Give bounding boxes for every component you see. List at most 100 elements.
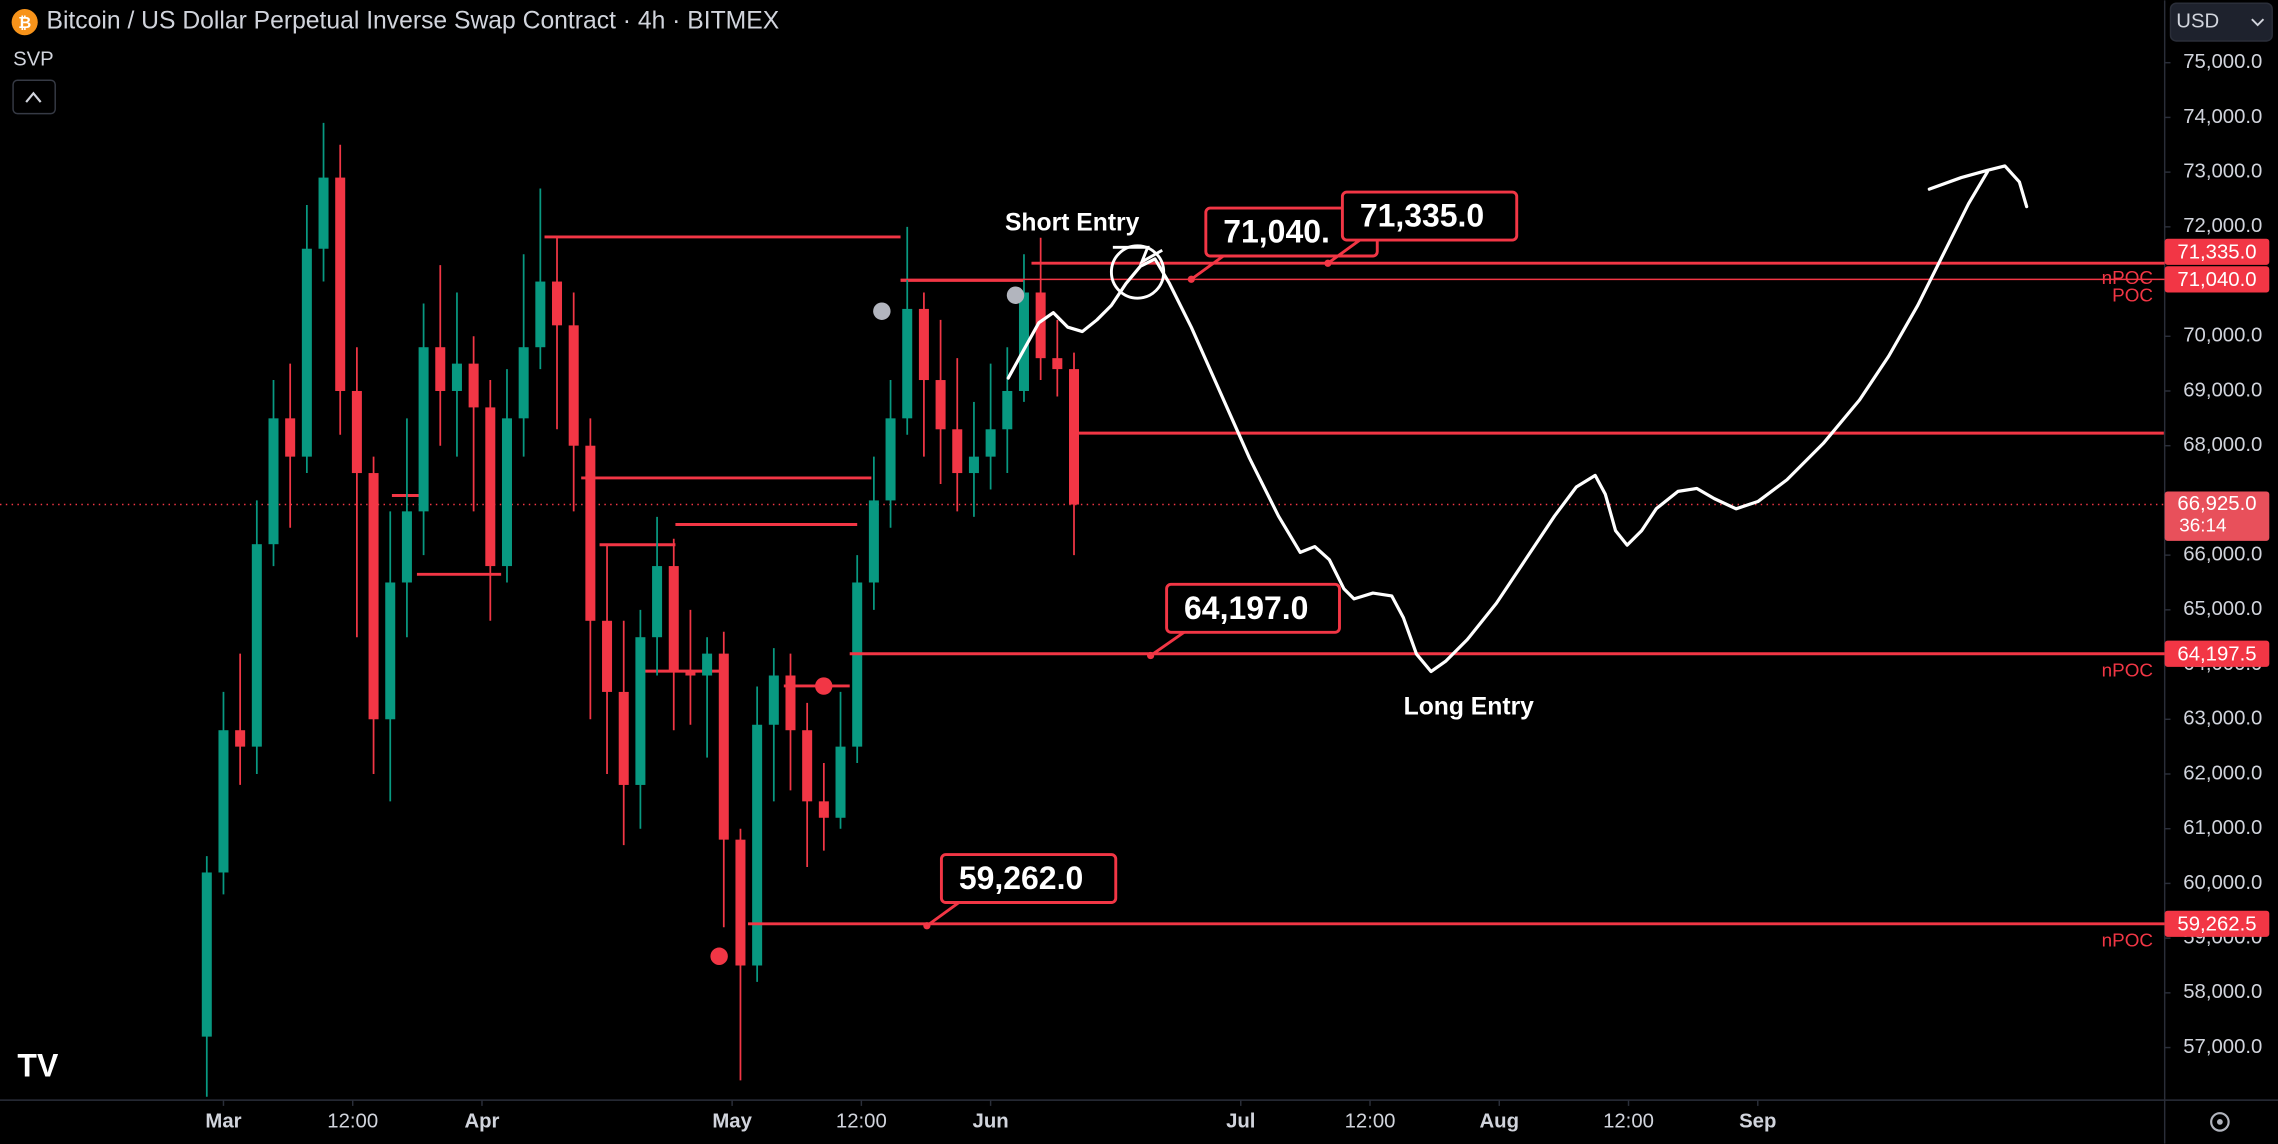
- plot-area: 57,000.058,000.059,000.060,000.061,000.0…: [0, 51, 2262, 1132]
- candle-body: [201, 872, 212, 1037]
- candle-body: [501, 418, 512, 567]
- countdown-label: 36:14: [2179, 515, 2226, 536]
- y-tick-label: 69,000.0: [2183, 379, 2262, 401]
- y-tick-label: 68,000.0: [2183, 434, 2262, 456]
- candle-body: [251, 544, 262, 747]
- currency-label: USD: [2176, 10, 2219, 32]
- candle-body: [868, 500, 879, 583]
- drawings: [1006, 164, 2029, 674]
- candle-body: [1002, 390, 1013, 430]
- candle-body: [952, 429, 963, 474]
- candle-body: [268, 418, 279, 545]
- callout-anchor: [1187, 275, 1195, 283]
- candle-body: [602, 620, 613, 692]
- candle-body: [985, 429, 996, 457]
- candle-body: [885, 418, 896, 501]
- bitcoin-icon-glyph: ₿: [18, 14, 31, 32]
- callout-anchor: [1146, 651, 1155, 660]
- y-tick-label: 60,000.0: [2183, 872, 2262, 894]
- callout-label: 71,040.: [1223, 214, 1330, 250]
- alert-icon[interactable]: [815, 677, 833, 695]
- candle-body: [1068, 369, 1080, 505]
- candle-body: [1052, 358, 1063, 370]
- y-tick-label: 58,000.0: [2183, 981, 2262, 1003]
- candle-body: [451, 363, 462, 391]
- overlay: 71,335.0 71,040.0 64,197.5 59,262.5 66,925.0…: [923, 190, 2270, 952]
- poc-label: nPOC: [2102, 268, 2153, 289]
- candle-body: [301, 248, 312, 457]
- x-tick-label: Mar: [205, 1110, 241, 1132]
- price-tag-label: 64,197.5: [2177, 644, 2256, 666]
- callout-anchor: [923, 922, 931, 930]
- candle-body: [401, 511, 412, 583]
- collapse-button[interactable]: [12, 79, 56, 115]
- settings-icon[interactable]: [2210, 1112, 2230, 1132]
- poc-label: nPOC: [2102, 661, 2153, 682]
- candle-body: [535, 281, 546, 348]
- callout-box: [1340, 190, 1519, 242]
- candle-body: [235, 730, 246, 747]
- candle-body: [552, 281, 563, 326]
- currency-button[interactable]: [2169, 2, 2273, 42]
- collapse-icon: [25, 91, 42, 103]
- x-tick-label: Apr: [464, 1110, 499, 1132]
- indicator-name: SVP: [13, 48, 54, 70]
- poc-label: POC: [2112, 286, 2153, 307]
- callout-label: 59,262.0: [959, 860, 1083, 896]
- callout-pointer: [1190, 254, 1225, 281]
- projection-path: [1006, 170, 1990, 674]
- y-tick-label: 65,000.0: [2183, 598, 2262, 620]
- candle-body: [902, 308, 913, 419]
- current-price-label: 66,925.0: [2177, 493, 2256, 515]
- candle-body: [785, 675, 796, 731]
- x-tick-label: 12:00: [836, 1110, 887, 1132]
- price-tag: [2164, 238, 2270, 265]
- x-tick-label: May: [712, 1110, 752, 1132]
- candle-body: [368, 473, 379, 720]
- candle-body: [668, 566, 679, 671]
- annotation: Short Entry: [1005, 210, 1140, 237]
- y-tick-label: 70,000.0: [2183, 325, 2262, 347]
- price-tag: [2164, 640, 2270, 667]
- callout-pointer: [926, 901, 960, 927]
- alert-icon[interactable]: [873, 302, 891, 320]
- alert-icon[interactable]: [1006, 286, 1025, 304]
- candle-body: [818, 801, 829, 818]
- candle-body: [485, 407, 496, 567]
- tradingview-logo: TV: [17, 1048, 59, 1084]
- candle-body: [418, 347, 429, 512]
- callout-box: [1165, 582, 1341, 634]
- candle-body: [835, 746, 846, 818]
- y-tick-label: 61,000.0: [2183, 817, 2262, 839]
- callout-anchor: [1324, 259, 1332, 267]
- candle-body: [351, 390, 362, 474]
- candle-body: [618, 691, 629, 785]
- annotation: Long Entry: [1404, 693, 1535, 720]
- alert-icon[interactable]: [710, 947, 728, 965]
- x-tick-label: 12:00: [327, 1110, 378, 1132]
- candle-body: [768, 675, 779, 725]
- price-tag-label: 59,262.5: [2177, 914, 2256, 936]
- candle-body: [318, 177, 329, 249]
- settings-icon-center: [2216, 1118, 2223, 1125]
- currency-caret: [2251, 18, 2265, 27]
- chart-title: Bitcoin / US Dollar Perpetual Inverse Sw…: [46, 8, 779, 35]
- callout-box: [939, 853, 1118, 904]
- candle-body: [568, 325, 579, 446]
- y-tick-label: 72,000.0: [2183, 215, 2262, 237]
- callout-pointer: [1327, 238, 1361, 265]
- candle-body: [335, 177, 346, 391]
- y-tick-label: 63,000.0: [2183, 708, 2262, 730]
- candle-body: [968, 456, 979, 474]
- candle-body: [218, 730, 229, 873]
- x-tick-label: 12:00: [1603, 1110, 1654, 1132]
- candle-body: [468, 363, 479, 408]
- y-tick-label: 66,000.0: [2183, 544, 2262, 566]
- x-tick-label: Aug: [1480, 1110, 1520, 1132]
- candle-body: [735, 839, 746, 966]
- candle-body: [802, 730, 813, 802]
- candle-body: [852, 582, 863, 747]
- current-price-tag: [2164, 491, 2270, 541]
- x-tick-label: 12:00: [1345, 1110, 1396, 1132]
